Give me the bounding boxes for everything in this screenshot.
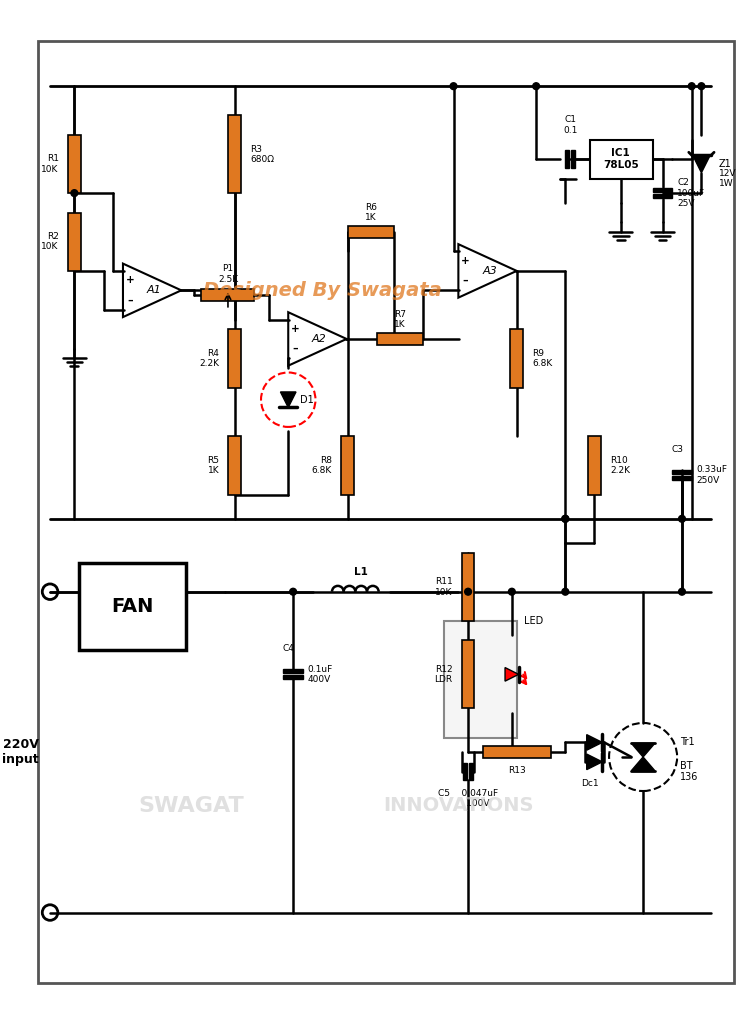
Circle shape [698,83,705,89]
Bar [588,436,601,495]
Bar [201,290,254,301]
Bar [483,746,550,758]
Polygon shape [587,734,602,751]
Text: R11
10K: R11 10K [435,578,453,597]
Bar [572,151,575,168]
Bar [463,763,467,780]
Bar [68,135,80,194]
Text: –: – [127,296,133,305]
Bar [228,116,241,194]
Text: R2
10K: R2 10K [41,232,59,252]
Circle shape [450,83,457,89]
Bar [462,553,475,621]
Text: +: + [461,256,469,266]
Text: C1
0.1: C1 0.1 [563,116,578,135]
Circle shape [562,589,569,595]
Text: A2: A2 [312,334,327,344]
Circle shape [532,83,539,89]
Text: R5
1K: R5 1K [207,456,219,475]
Bar [228,330,241,387]
Polygon shape [692,156,710,173]
Text: 0.33uF
250V: 0.33uF 250V [697,465,728,484]
Bar [348,226,394,238]
Bar [341,436,354,495]
Text: SWAGAT: SWAGAT [138,796,244,815]
Circle shape [562,515,569,522]
Circle shape [689,83,695,89]
Circle shape [290,589,297,595]
Text: C2
100uF
25V: C2 100uF 25V [677,178,705,208]
Text: R7
1K: R7 1K [394,310,406,330]
Text: 220V
input: 220V input [2,738,38,766]
Bar [590,139,653,178]
Text: Tr1: Tr1 [680,737,695,748]
Text: R6
1K: R6 1K [365,203,377,222]
Text: R9
6.8K: R9 6.8K [532,349,553,368]
Text: 12V
1W: 12V 1W [719,169,737,188]
Polygon shape [632,757,655,771]
Text: –: – [292,344,298,354]
Text: C5    0.047uF
       100V: C5 0.047uF 100V [438,790,498,809]
Polygon shape [587,754,602,770]
Bar [377,333,424,345]
Bar [672,470,692,474]
Text: INNOVATIONS: INNOVATIONS [383,796,534,815]
Text: IC1
78L05: IC1 78L05 [603,148,638,170]
Circle shape [562,515,569,522]
Text: R1
10K: R1 10K [41,155,59,174]
Text: C3: C3 [671,444,683,454]
Bar [68,213,80,271]
Bar [79,562,186,650]
Circle shape [71,189,78,197]
Bar [672,476,692,480]
Text: P1
2.5K: P1 2.5K [218,264,238,284]
Polygon shape [505,668,519,681]
Bar [283,675,303,679]
Text: R10
2.2K: R10 2.2K [610,456,630,475]
Text: A3: A3 [482,266,497,275]
Bar [653,188,672,193]
Text: Designed By Swagata: Designed By Swagata [203,281,442,300]
Text: Dc1: Dc1 [581,779,599,788]
Text: R12
LDR: R12 LDR [434,665,453,684]
Polygon shape [632,743,655,757]
Bar [462,640,475,709]
Text: LED: LED [523,615,543,626]
Text: FAN: FAN [111,597,154,615]
Bar [566,151,569,168]
Text: R13: R13 [508,766,526,775]
Text: 0.1uF
400V: 0.1uF 400V [308,665,333,684]
Text: R4
2.2K: R4 2.2K [199,349,219,368]
Text: +: + [291,324,300,334]
Text: Z1: Z1 [719,159,731,169]
Circle shape [465,589,472,595]
Text: D1: D1 [300,394,314,404]
Text: C4: C4 [282,644,294,653]
Bar [444,621,517,737]
Text: +: + [125,275,134,285]
Bar [511,330,523,387]
Text: BT
136: BT 136 [680,761,698,782]
Text: L1: L1 [354,567,368,578]
Text: –: – [463,276,468,286]
Bar [653,195,672,198]
Circle shape [679,515,686,522]
Text: R8
6.8K: R8 6.8K [312,456,332,475]
Text: R3
680Ω: R3 680Ω [250,144,274,164]
Polygon shape [280,392,296,408]
Bar [469,763,473,780]
Bar [228,436,241,495]
Circle shape [679,589,686,595]
Circle shape [508,589,515,595]
Bar [283,670,303,674]
Text: A1: A1 [146,286,161,295]
